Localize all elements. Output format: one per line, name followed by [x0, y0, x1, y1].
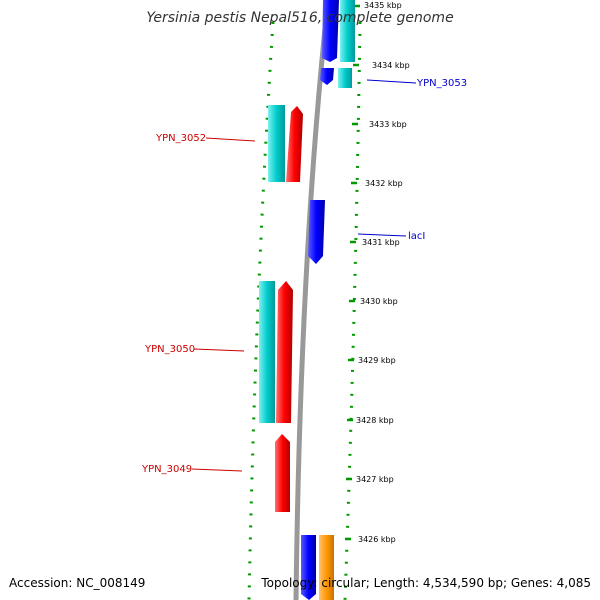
kbp-tick-marks	[345, 4, 360, 541]
gene-feature-blue-top	[322, 0, 339, 62]
gene-feature-red-3052	[286, 106, 303, 182]
gene-feature-red-3050	[276, 281, 293, 423]
gene-feature-cyan-top	[340, 0, 355, 62]
right-track-outline	[343, 21, 362, 600]
tick-label-3434: 3434 kbp	[372, 61, 410, 70]
gene-feature-orange-bottom	[319, 535, 334, 600]
tick-label-3429: 3429 kbp	[358, 356, 396, 365]
gene-feature-cyan-3052	[268, 105, 285, 182]
gene-feature-lacI	[308, 200, 325, 264]
gene-label-laci: lacI	[408, 231, 425, 242]
gene-label-connectors	[191, 79, 417, 472]
tick-label-3428: 3428 kbp	[356, 416, 394, 425]
gene-feature-cyan-top-2	[338, 68, 352, 88]
gene-feature-blue-bottom	[301, 535, 316, 600]
gene-feature-blue-small	[320, 68, 334, 85]
gene-label-ypn-3049: YPN_3049	[141, 464, 192, 475]
tick-label-3432: 3432 kbp	[365, 179, 403, 188]
gene-labels: YPN_3053 YPN_3052 lacI YPN_3050 YPN_3049	[141, 78, 467, 475]
gene-label-ypn-3050: YPN_3050	[144, 344, 195, 355]
tick-label-3427: 3427 kbp	[356, 475, 394, 484]
gene-label-ypn-3053: YPN_3053	[416, 78, 467, 89]
accession-text: Accession: NC_008149	[9, 576, 145, 590]
tick-label-3435: 3435 kbp	[364, 1, 402, 10]
genome-backbone	[293, 0, 331, 600]
gene-feature-cyan-3050	[259, 281, 275, 423]
gene-features	[259, 0, 355, 600]
kbp-tick-labels: 3435 kbp 3434 kbp 3433 kbp 3432 kbp 3431…	[356, 1, 410, 544]
tick-label-3430: 3430 kbp	[360, 297, 398, 306]
gene-label-ypn-3052: YPN_3052	[155, 133, 206, 144]
tick-label-3431: 3431 kbp	[362, 238, 400, 247]
gene-feature-red-3049	[275, 434, 290, 512]
topology-text: Topology: circular; Length: 4,534,590 bp…	[260, 576, 591, 590]
tick-label-3426: 3426 kbp	[358, 535, 396, 544]
tick-label-3433: 3433 kbp	[369, 120, 407, 129]
figure-title: Yersinia pestis Nepal516, complete genom…	[146, 10, 453, 26]
